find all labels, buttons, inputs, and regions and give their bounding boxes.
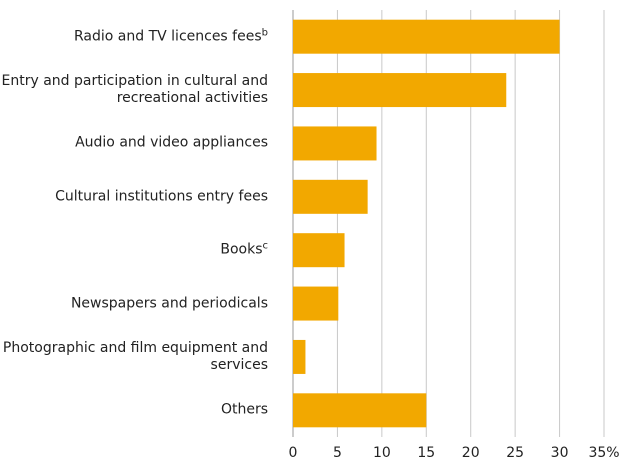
category-label: Books: [220, 241, 263, 258]
y-tick-label: Photographic and film equipment and serv…: [0, 340, 268, 374]
x-tick-label: 30: [551, 445, 569, 461]
category-label: Cultural institutions entry fees: [55, 188, 268, 205]
bar: [293, 126, 377, 161]
y-tick-label: Booksc: [0, 240, 269, 259]
x-tick-label: 15: [417, 445, 435, 461]
x-tick-label: 20: [462, 445, 480, 461]
y-tick-label: Radio and TV licences feesb: [0, 28, 268, 45]
bar: [293, 339, 306, 374]
x-tick-label: 10: [373, 445, 391, 461]
bar: [293, 73, 507, 108]
footnote-mark: c: [262, 240, 269, 252]
y-tick-label: Cultural institutions entry fees: [0, 188, 268, 205]
y-tick-label: Newspapers and periodicals: [0, 295, 268, 312]
category-label: Photographic and film equipment and serv…: [2, 339, 268, 373]
category-label: Newspapers and periodicals: [70, 295, 268, 312]
bar: [293, 233, 345, 268]
x-tick-label: 35%: [588, 445, 619, 461]
category-label: Audio and video appliances: [75, 134, 268, 151]
category-label: Others: [220, 401, 268, 418]
bar: [293, 19, 560, 54]
footnote-mark: b: [261, 27, 268, 39]
bar: [293, 393, 427, 428]
category-label: Entry and participation in cultural and …: [1, 73, 268, 107]
x-tick-label: 25: [506, 445, 524, 461]
y-tick-label: Audio and video appliances: [0, 135, 268, 152]
y-tick-label: Others: [0, 402, 268, 419]
category-label: Radio and TV licences fees: [74, 28, 262, 45]
bar: [293, 179, 368, 214]
x-tick-label: 5: [333, 445, 342, 461]
x-tick-label: 0: [289, 445, 298, 461]
y-tick-label: Entry and participation in cultural and …: [0, 73, 268, 107]
bar: [293, 286, 339, 321]
